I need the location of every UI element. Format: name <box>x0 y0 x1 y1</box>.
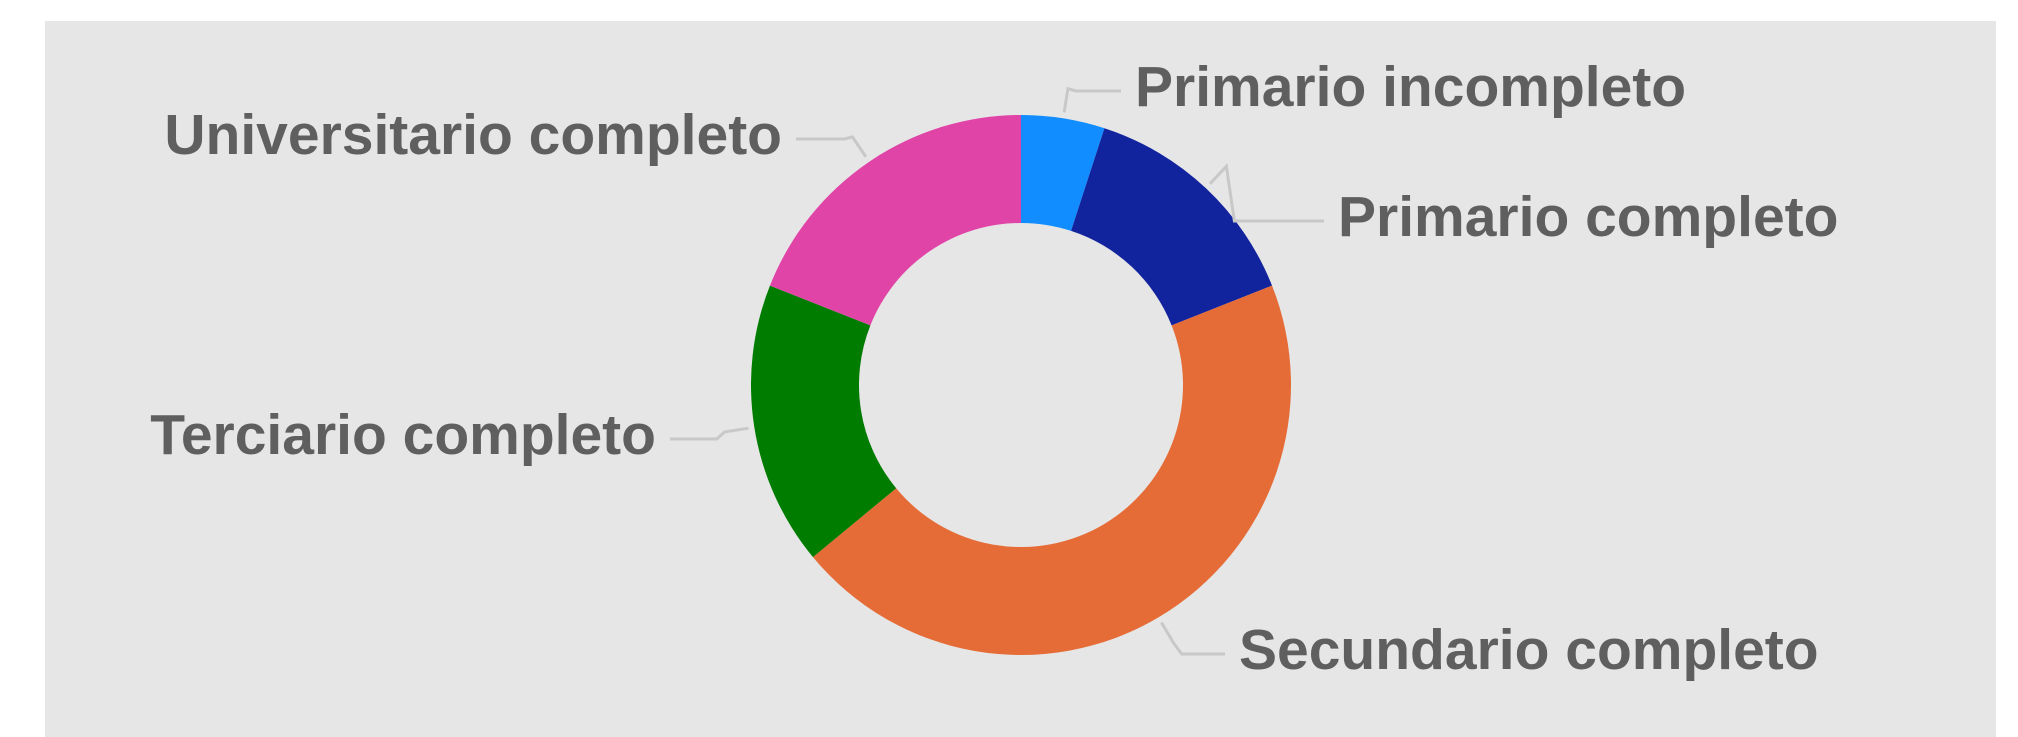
donut-segment <box>769 114 1021 326</box>
data-label: Primario completo <box>1338 185 1838 249</box>
donut-segment <box>750 285 897 558</box>
leader-line <box>1062 86 1121 113</box>
leader-line <box>796 135 868 158</box>
data-label: Secundario completo <box>1239 618 1819 682</box>
leader-line <box>1208 163 1324 223</box>
donut-segment <box>1071 128 1273 326</box>
donut-segment <box>1021 115 1105 231</box>
data-label: Universitario completo <box>164 103 782 167</box>
data-label: Terciario completo <box>150 403 656 467</box>
leader-line <box>670 426 749 441</box>
donut-segment <box>812 285 1291 656</box>
leader-line <box>1160 621 1225 656</box>
data-label: Primario incompleto <box>1135 55 1686 119</box>
